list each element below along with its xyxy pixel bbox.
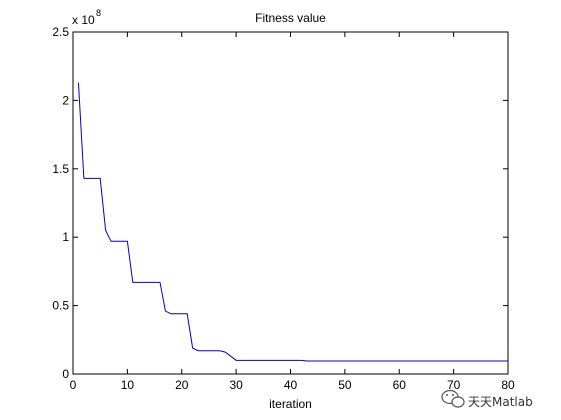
y-tick-label: 2 — [62, 93, 69, 107]
y-axis-multiplier: x 10 8 — [72, 8, 101, 27]
y-tick-label: 1.5 — [52, 162, 69, 176]
x-tick-label: 30 — [229, 378, 243, 392]
plot-area: 0 10 20 30 40 50 60 70 80 0 0.5 1 1.5 2 2.5 — [52, 25, 515, 392]
x-tick-label: 20 — [175, 378, 189, 392]
axes-box — [72, 31, 509, 375]
chart-title: Fitness value — [255, 11, 326, 25]
y-tick-label: 2.5 — [52, 25, 69, 39]
x-tick-label: 70 — [447, 378, 461, 392]
y-tick-label: 0.5 — [52, 299, 69, 313]
y-multiplier-base: x 10 — [72, 13, 95, 27]
y-tick-label: 1 — [62, 230, 69, 244]
x-tick-label: 40 — [284, 378, 298, 392]
x-tick-label: 60 — [393, 378, 407, 392]
x-axis-label: iteration — [269, 397, 312, 411]
x-tick-label: 10 — [121, 378, 135, 392]
x-tick-label: 0 — [70, 378, 77, 392]
ticks: 0 10 20 30 40 50 60 70 80 0 0.5 1 1.5 2 2.5 — [52, 25, 515, 392]
x-tick-label: 50 — [338, 378, 352, 392]
fitness-series-line — [77, 82, 508, 362]
y-tick-label: 0 — [62, 367, 69, 381]
wechat-icon — [441, 389, 465, 408]
y-multiplier-exponent: 8 — [96, 8, 101, 18]
x-tick-label: 80 — [501, 378, 515, 392]
watermark: 天天Matlab — [441, 389, 533, 409]
watermark-text: 天天Matlab — [468, 395, 533, 409]
